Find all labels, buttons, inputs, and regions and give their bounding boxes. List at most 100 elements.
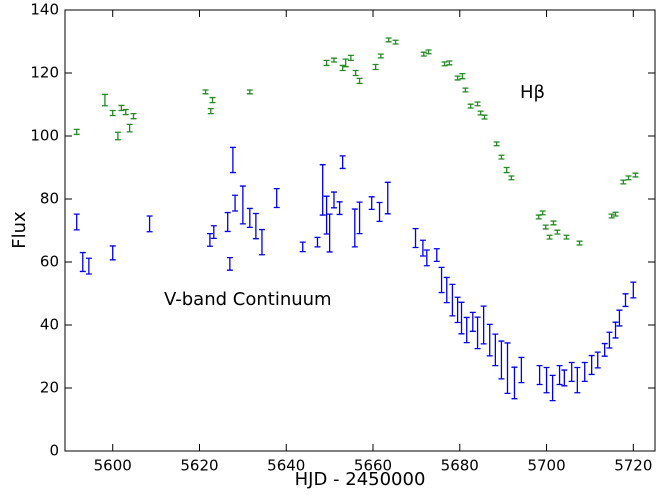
x-tick-label: 5620 [180,457,218,475]
error-bar [392,39,399,45]
error-bar [459,72,466,80]
error-bar [469,311,476,332]
error-bar [425,49,432,55]
error-bar [554,229,561,235]
y-tick-label: 140 [30,1,59,19]
error-bar [535,214,542,220]
error-bar [330,191,337,209]
error-bar [412,227,419,249]
y-tick-label: 60 [40,253,59,271]
error-bar [542,224,549,230]
error-bar [492,333,499,367]
error-bar [511,366,518,400]
error-bar [420,51,427,57]
error-bar [630,281,637,299]
error-bar [372,63,379,71]
error-bar [463,316,470,344]
error-bar [273,187,280,209]
error-bar [438,266,445,294]
error-bar [498,340,505,380]
error-bar [576,240,583,246]
error-bar [625,175,632,181]
error-bar [474,101,481,107]
y-axis-label: Flux [9,211,30,249]
error-bar [480,305,487,345]
error-bar [481,114,488,120]
error-bar [319,164,326,216]
error-bar [486,323,493,357]
error-bar [588,354,595,376]
error-bar [146,215,153,233]
y-tick-label: 80 [40,190,59,208]
error-bar [498,154,505,160]
error-bar [477,110,484,116]
series-label: Hβ [520,82,545,103]
error-bar [377,53,384,59]
error-bar [229,146,236,174]
series-label: V-band Continuum [164,289,332,310]
error-bar [79,251,86,273]
error-bar [352,69,359,77]
error-bar [543,366,550,394]
error-bar [550,220,557,226]
error-bar [209,96,216,104]
x-tick-label: 5600 [94,457,132,475]
error-bar [462,87,469,93]
error-bar [503,166,510,174]
error-bar [101,93,108,107]
y-tick-label: 20 [40,379,59,397]
error-bar [539,210,546,216]
x-axis-label: HJD - 2450000 [295,469,426,490]
error-bar [299,241,306,253]
error-bar [556,364,563,386]
error-bar [224,211,231,233]
y-tick-label: 40 [40,316,59,334]
error-bar [601,342,608,357]
error-bar [561,369,568,387]
error-bar [246,89,253,95]
error-bar [330,57,337,63]
error-bar [419,239,426,257]
error-bar [536,364,543,386]
error-bar [336,201,343,216]
error-bar [376,201,383,223]
error-bar [206,233,213,247]
error-bar [73,213,80,231]
error-bar [443,276,450,304]
error-bar [323,59,330,67]
error-bar [563,234,570,240]
error-bar [130,112,137,120]
x-tick-label: 5680 [441,457,479,475]
error-bar [620,179,627,185]
error-bar [368,196,375,211]
error-bar [568,361,575,383]
error-bar [385,37,392,43]
error-bar [574,366,581,394]
error-bar [458,301,465,335]
error-bar [518,356,525,384]
error-bar [612,321,619,339]
error-bar [449,283,456,317]
error-bar [207,107,214,115]
error-bar [546,234,553,240]
y-tick-label: 120 [30,64,59,82]
error-bar [210,225,217,240]
error-bar [126,123,133,133]
error-bar [606,331,613,349]
error-bar [508,175,515,181]
error-bar [467,103,474,109]
error-bar [454,296,461,324]
error-bar [351,208,358,248]
error-bar [258,228,265,256]
error-bar [122,108,129,116]
error-bar [581,361,588,383]
error-bar [339,64,346,72]
error-bar [314,236,321,248]
error-bar [246,207,253,228]
error-bar [85,257,92,275]
plot-frame [64,9,656,452]
error-bar [446,60,453,66]
error-bar [356,201,363,235]
error-bar [109,245,116,261]
